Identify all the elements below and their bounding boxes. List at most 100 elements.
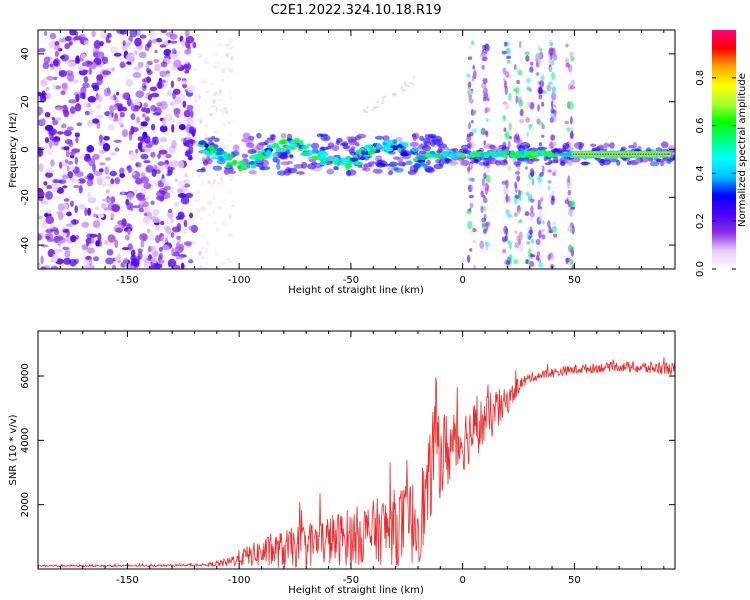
heatmap-cell bbox=[74, 56, 81, 64]
heatmap-cell bbox=[221, 164, 225, 167]
heatmap-cell bbox=[161, 136, 168, 143]
heatmap-cell bbox=[569, 116, 573, 125]
heatmap-cell bbox=[67, 171, 74, 179]
heatmap-cell bbox=[553, 104, 557, 108]
heatmap-cell bbox=[134, 37, 142, 47]
heatmap-cell bbox=[110, 46, 118, 54]
heatmap-cell bbox=[307, 163, 317, 170]
heatmap-cell bbox=[269, 134, 275, 138]
heatmap-cell bbox=[100, 30, 108, 39]
heatmap-cell bbox=[480, 128, 484, 135]
spectrogram-y-tick-label: -20 bbox=[20, 189, 31, 205]
heatmap-cell bbox=[515, 139, 521, 145]
heatmap-cell bbox=[481, 177, 486, 187]
heatmap-cell bbox=[551, 195, 555, 202]
heatmap-cell bbox=[204, 165, 210, 171]
heatmap-cell bbox=[141, 107, 147, 113]
heatmap-cell bbox=[220, 56, 223, 59]
heatmap-cell bbox=[160, 235, 168, 244]
colorbar-tick-label: 0.0 bbox=[695, 261, 706, 277]
heatmap-cell bbox=[470, 185, 475, 191]
heatmap-cell bbox=[68, 99, 77, 104]
heatmap-cell bbox=[121, 190, 125, 196]
heatmap-cell bbox=[69, 151, 76, 155]
heatmap-cell bbox=[650, 161, 660, 167]
heatmap-cell bbox=[121, 218, 127, 227]
heatmap-cell bbox=[197, 250, 202, 257]
heatmap-cell bbox=[468, 90, 474, 96]
heatmap-cell bbox=[508, 122, 512, 131]
heatmap-cell bbox=[74, 258, 79, 264]
heatmap-cell bbox=[110, 212, 115, 219]
heatmap-cell bbox=[228, 170, 237, 174]
heatmap-cell bbox=[566, 127, 571, 132]
heatmap-cell bbox=[672, 156, 675, 161]
heatmap-cell bbox=[180, 262, 185, 269]
heatmap-cell bbox=[81, 40, 85, 45]
heatmap-cell bbox=[44, 111, 51, 118]
heatmap-cell bbox=[552, 172, 557, 177]
heatmap-cell bbox=[333, 156, 340, 163]
heatmap-cell bbox=[141, 82, 147, 92]
heatmap-cell bbox=[367, 150, 375, 155]
heatmap-cell bbox=[46, 75, 54, 81]
heatmap-cell bbox=[61, 83, 67, 89]
heatmap-cell bbox=[87, 197, 97, 204]
snr-x-tick-label: 50 bbox=[568, 575, 581, 586]
heatmap-cell bbox=[219, 182, 225, 186]
heatmap-cell bbox=[157, 161, 166, 166]
heatmap-cell bbox=[276, 163, 281, 170]
heatmap-cell bbox=[397, 147, 402, 152]
heatmap-cell bbox=[47, 209, 52, 215]
heatmap-cell bbox=[38, 142, 42, 147]
heatmap-cell bbox=[197, 174, 201, 178]
heatmap-cell bbox=[406, 84, 410, 88]
heatmap-cell bbox=[331, 144, 340, 152]
heatmap-cell bbox=[78, 66, 85, 71]
heatmap-cell bbox=[336, 137, 343, 143]
heatmap-cell bbox=[88, 174, 95, 180]
heatmap-cell bbox=[192, 125, 198, 129]
spectrogram-x-tick-label: 50 bbox=[568, 275, 581, 286]
heatmap-cell bbox=[296, 171, 306, 175]
heatmap-cell bbox=[225, 52, 229, 58]
heatmap-cell bbox=[150, 200, 155, 206]
heatmap-cell bbox=[90, 237, 95, 245]
heatmap-cell bbox=[526, 132, 529, 137]
heatmap-cell bbox=[184, 48, 192, 55]
heatmap-cell bbox=[290, 139, 296, 144]
heatmap-cell bbox=[227, 37, 233, 43]
heatmap-cell bbox=[203, 82, 208, 88]
heatmap-cell bbox=[130, 125, 135, 135]
heatmap-cell bbox=[526, 101, 531, 108]
heatmap-cell bbox=[60, 55, 66, 60]
heatmap-cell bbox=[151, 136, 157, 144]
heatmap-cell bbox=[40, 200, 49, 205]
heatmap-cell bbox=[528, 248, 532, 256]
heatmap-cell bbox=[54, 65, 59, 74]
heatmap-cell bbox=[666, 159, 672, 165]
heatmap-cell bbox=[326, 157, 334, 162]
heatmap-cell bbox=[548, 81, 553, 85]
heatmap-cell bbox=[409, 141, 419, 147]
heatmap-cell bbox=[482, 52, 486, 57]
heatmap-cell bbox=[513, 161, 522, 166]
heatmap-cell bbox=[129, 30, 138, 38]
heatmap-cell bbox=[231, 150, 240, 156]
spectrogram-y-tick-label: 0 bbox=[20, 146, 31, 152]
heatmap-cell bbox=[547, 169, 553, 173]
heatmap-cell bbox=[483, 205, 487, 211]
heatmap-cell bbox=[178, 93, 186, 99]
heatmap-cell bbox=[54, 248, 63, 254]
heatmap-cell bbox=[519, 108, 524, 117]
heatmap-cell bbox=[110, 196, 116, 204]
heatmap-cell bbox=[134, 105, 140, 110]
heatmap-cell bbox=[452, 147, 459, 152]
heatmap-cell bbox=[225, 43, 231, 46]
heatmap-cell bbox=[503, 186, 509, 196]
heatmap-cell bbox=[256, 132, 262, 139]
heatmap-cell bbox=[102, 143, 111, 152]
heatmap-cell bbox=[405, 160, 413, 166]
heatmap-cell bbox=[65, 70, 74, 76]
heatmap-cell bbox=[648, 156, 654, 162]
